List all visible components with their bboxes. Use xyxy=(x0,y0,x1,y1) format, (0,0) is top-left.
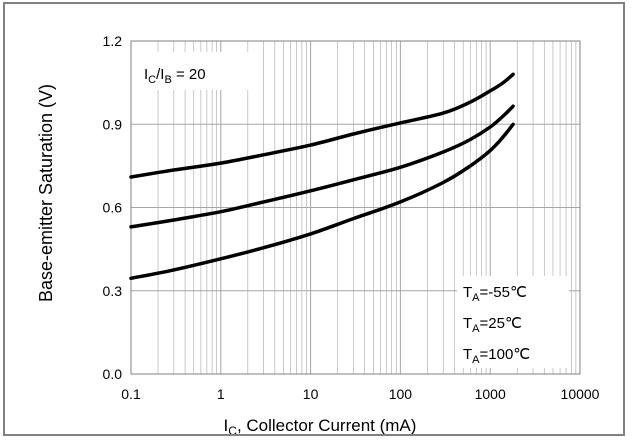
x-tick-labels: 0.1 1 10 100 1000 10000 xyxy=(121,386,599,402)
y-tick-labels: 0.0 0.3 0.6 0.9 1.2 xyxy=(103,33,123,382)
condition-box-bg xyxy=(139,52,251,90)
condition-mid: /I xyxy=(156,66,164,83)
x-tick-label: 10 xyxy=(303,386,319,402)
y-tick-label: 0.9 xyxy=(103,116,123,132)
condition-label: IC/IB = 20 xyxy=(144,66,206,86)
series-line xyxy=(129,104,515,229)
series-line xyxy=(129,72,515,179)
x-axis-label-sub: C xyxy=(228,424,237,434)
x-tick-label: 10000 xyxy=(561,386,600,402)
x-axis-label: IC, Collector Current (mA) xyxy=(224,416,417,434)
condition-a-sub: C xyxy=(148,74,156,86)
x-tick-label: 100 xyxy=(389,386,413,402)
legend-entry: TA=100℃ xyxy=(463,346,530,366)
legend-entry-rest: =100℃ xyxy=(480,346,531,363)
legend-entry: TA=25℃ xyxy=(463,315,522,335)
legend-entry-sub: A xyxy=(472,354,480,366)
legend-entry-main: T xyxy=(463,346,472,363)
legend-entry: TA=-55℃ xyxy=(463,284,527,304)
x-tick-label: 0.1 xyxy=(121,386,141,402)
x-axis-label-rest: , Collector Current (mA) xyxy=(237,416,416,434)
series-line xyxy=(129,122,515,281)
condition-b-sub: B xyxy=(164,74,171,86)
y-tick-label: 1.2 xyxy=(103,33,123,49)
y-tick-label: 0.6 xyxy=(103,200,123,216)
legend-entry-rest: =25℃ xyxy=(480,315,522,332)
y-axis-label: Base-emitter Saturation (V) xyxy=(36,84,56,302)
condition-a: I xyxy=(144,66,148,83)
condition-rest: = 20 xyxy=(172,66,206,83)
chart-frame: 0.0 0.3 0.6 0.9 1.2 0.1 1 10 100 1000 10000 Base-… xyxy=(3,2,625,438)
legend-entry-sub: A xyxy=(472,292,480,304)
legend-box-bg xyxy=(457,276,569,368)
legend-entry-main: T xyxy=(463,284,472,301)
chart: 0.0 0.3 0.6 0.9 1.2 0.1 1 10 100 1000 10000 Base-… xyxy=(36,33,600,438)
plot-border xyxy=(130,40,581,375)
x-axis-label-main: I xyxy=(224,416,229,434)
y-tick-label: 0.3 xyxy=(103,283,123,299)
legend-entry-sub: A xyxy=(472,323,480,335)
x-tick-label: 1 xyxy=(217,386,225,402)
legend-entry-main: T xyxy=(463,315,472,332)
legend-entry-rest: =-55℃ xyxy=(480,284,527,301)
x-tick-label: 1000 xyxy=(475,386,506,402)
y-tick-label: 0.0 xyxy=(103,366,123,382)
series-layer xyxy=(129,72,515,281)
